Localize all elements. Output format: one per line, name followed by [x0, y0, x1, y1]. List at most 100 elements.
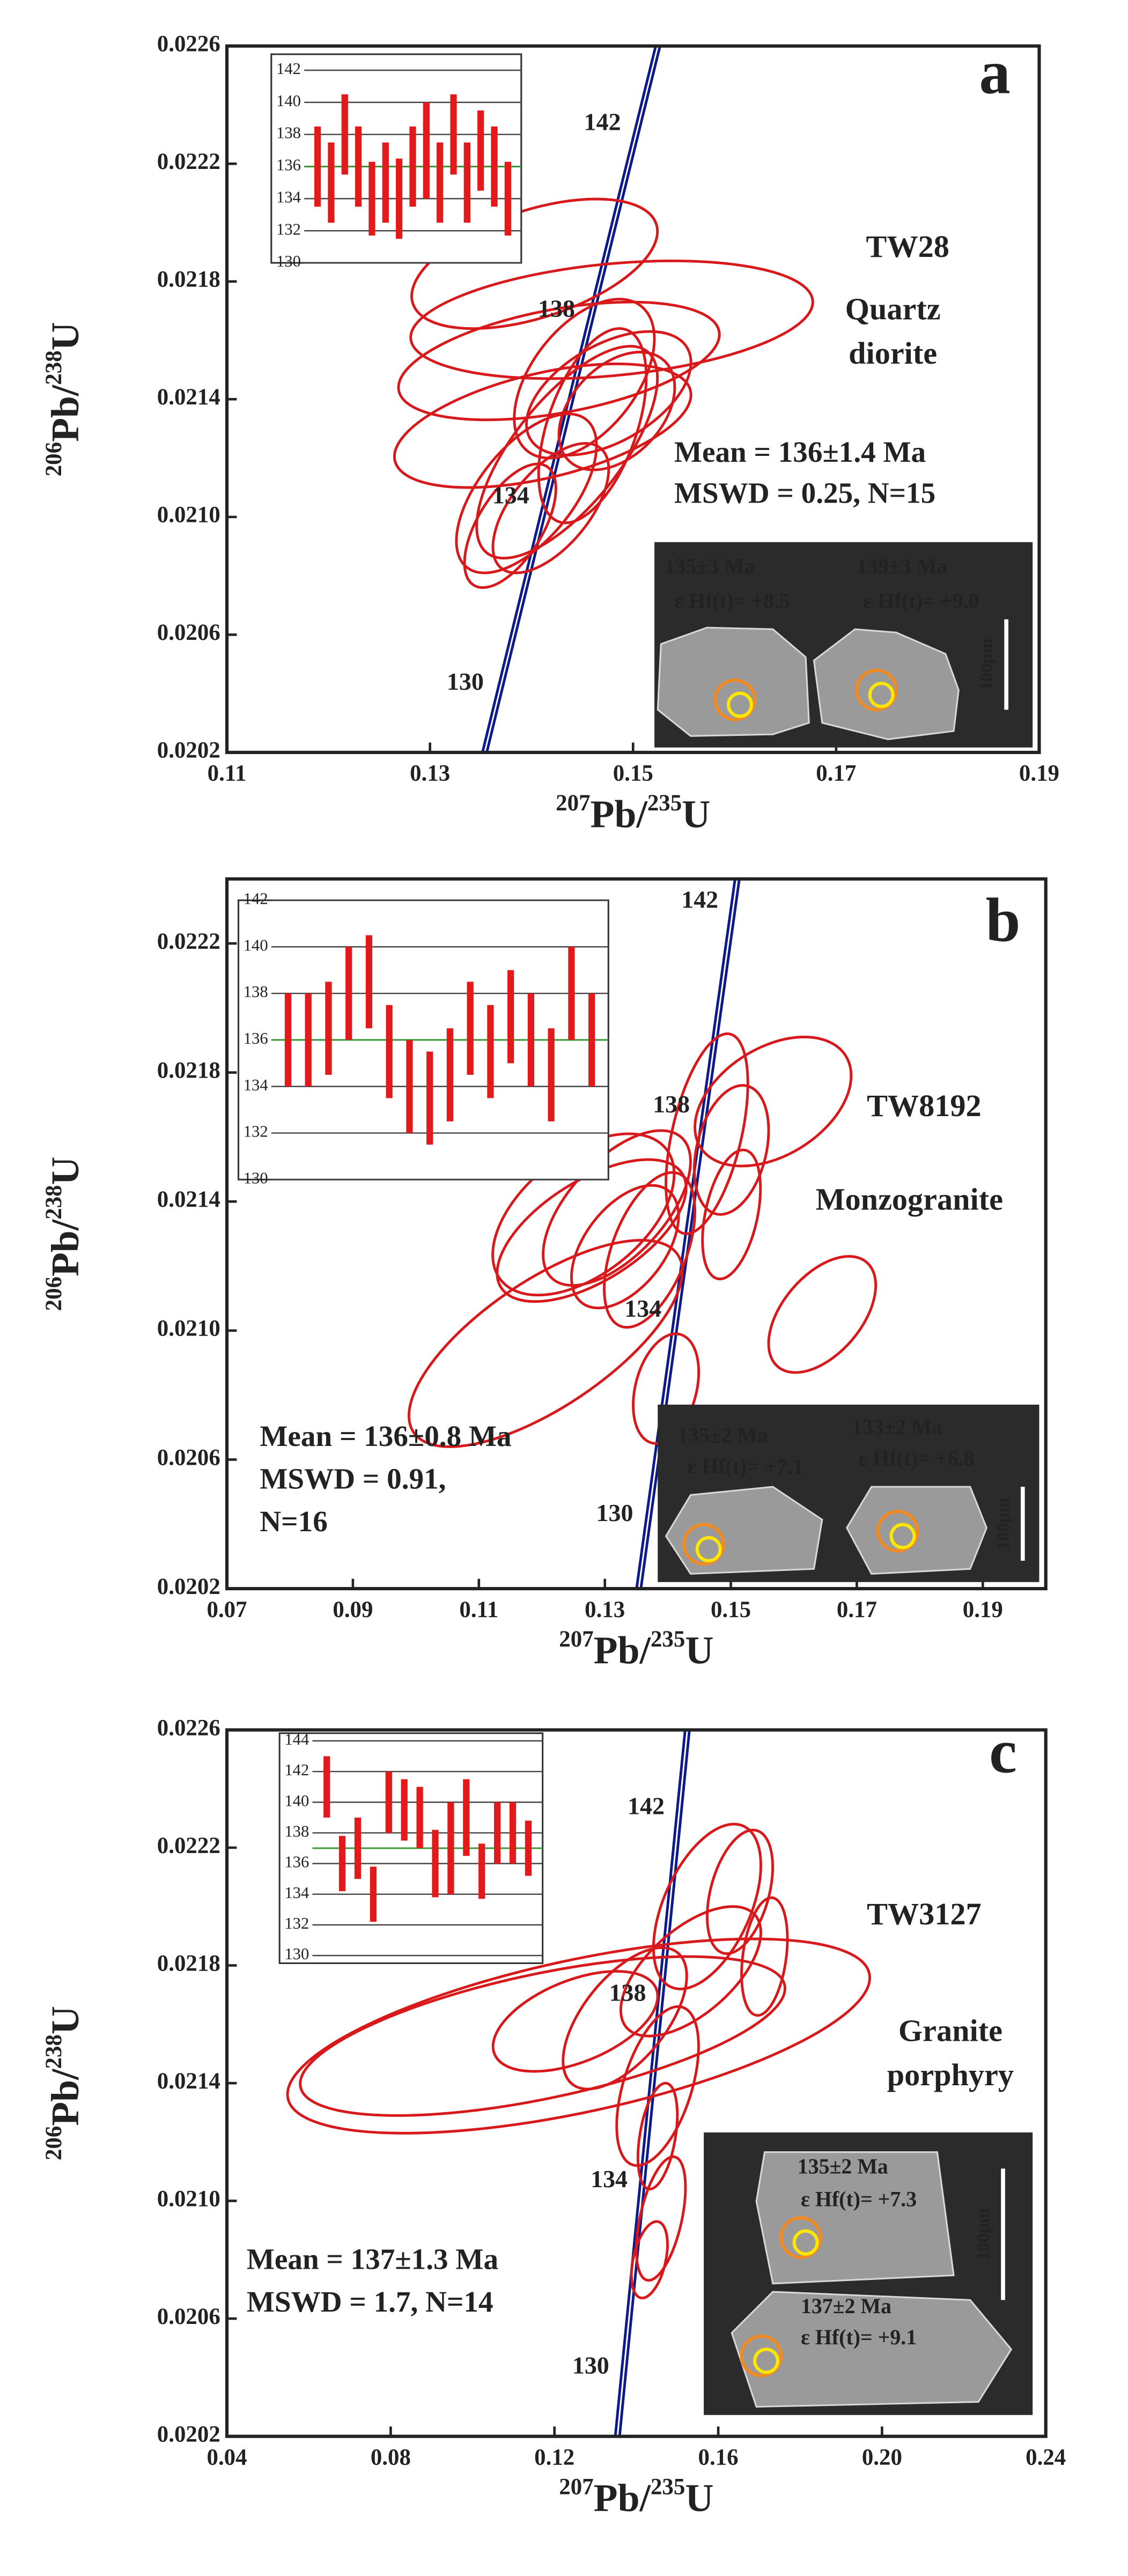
error-ellipse [299, 1955, 786, 2117]
error-ellipse [570, 1184, 680, 1310]
label-text: Pb/ [594, 2476, 652, 2520]
x-tick-label: 0.15 [711, 1597, 751, 1622]
x-tick-label: 0.11 [459, 1597, 498, 1622]
label-superscript: 238 [41, 350, 67, 385]
panel-letter: c [989, 1717, 1017, 1786]
plot-area [286, 1730, 871, 2437]
zircon-grain [665, 1486, 823, 1575]
inset-tick-label: 142 [284, 1761, 309, 1779]
concordia-age-label: 134 [591, 2165, 628, 2193]
panel: 0.07 0.09 0.11 0.13 0.15 0.17 0.19 0.0202 0.0206… [41, 877, 1048, 1672]
label-text: Pb/ [43, 2068, 87, 2126]
error-ellipse [513, 298, 656, 460]
inset-tick-label: 130 [276, 252, 301, 270]
inset-tick-label: 136 [276, 156, 301, 174]
inset-tick-label: 138 [276, 124, 301, 142]
inset-tick-label: 138 [284, 1822, 309, 1840]
spot-age: 135±3 Ma [665, 555, 755, 578]
y-tick-label: 0.0206 [157, 620, 220, 645]
x-tick-label: 0.11 [208, 761, 247, 786]
y-tick-label: 0.0202 [157, 1574, 220, 1599]
error-ellipse [496, 1158, 688, 1303]
concordia-curve [618, 1730, 691, 2437]
plot-area [393, 46, 814, 752]
label-superscript: 207 [559, 2475, 593, 2500]
label-superscript: 207 [559, 1627, 593, 1652]
x-tick-label: 0.19 [1019, 761, 1059, 786]
plot-area [407, 879, 878, 1589]
concordia-age-label: 142 [628, 1792, 665, 1819]
x-axis-label: 207Pb/235U [556, 791, 710, 836]
label-superscript: 238 [41, 2034, 67, 2069]
panel: 0.11 0.13 0.15 0.17 0.19 0.0202 0.0206 0.0210 0.… [41, 32, 1059, 836]
rock-type: Granite [898, 2013, 1002, 2048]
error-ellipse [615, 2005, 700, 2167]
y-axis-label: 206Pb/238U [41, 322, 87, 476]
x-tick-label: 0.13 [585, 1597, 625, 1622]
sample-name: TW8192 [867, 1088, 982, 1123]
concordia-age-label: 130 [447, 668, 484, 695]
concordia-age-label: 142 [584, 108, 621, 136]
error-ellipse [491, 442, 610, 574]
age-statistics: MSWD = 1.7, N=14 [247, 2285, 493, 2318]
y-tick-label: 0.0218 [157, 1951, 220, 1976]
y-tick-label: 0.0218 [157, 267, 220, 292]
rock-type: diorite [849, 336, 937, 371]
u-pb-spot [792, 2229, 819, 2256]
inset-tick-label: 144 [284, 1730, 309, 1748]
inset-tick-label: 140 [284, 1791, 309, 1810]
label-text: Pb/ [43, 384, 87, 442]
error-ellipse [562, 1946, 688, 2091]
error-ellipse [635, 2155, 687, 2282]
inset-tick-label: 140 [244, 936, 268, 954]
hf-spot [682, 1523, 725, 1566]
label-superscript: 207 [556, 791, 590, 816]
cl-image: 135±2 Ma ε Hf(t)= +7.3 137±2 Ma ε Hf(t)= +9… [704, 2132, 1033, 2415]
x-tick-label: 0.15 [613, 761, 653, 786]
y-tick-label: 0.0202 [157, 2422, 220, 2447]
spot-age: 133±2 Ma [852, 1415, 942, 1439]
u-pb-spot [753, 2348, 780, 2374]
x-tick-label: 0.13 [410, 761, 450, 786]
inset-tick-label: 134 [276, 188, 301, 206]
error-ellipse [407, 1238, 684, 1448]
u-pb-spot [726, 691, 754, 718]
y-tick-label: 0.0214 [157, 385, 220, 410]
hf-spot [713, 678, 757, 721]
error-ellipse [692, 1084, 770, 1216]
inset-tick-label: 142 [244, 890, 268, 908]
label-superscript: 206 [41, 2126, 67, 2160]
concordia-age-label: 130 [596, 1499, 633, 1526]
y-tick-label: 0.0214 [157, 1187, 220, 1212]
cl-image: 135±2 Ma ε Hf(t)= +7.1 133±2 Ma ε Hf(t)= +6… [658, 1404, 1039, 1582]
spot-hf: ε Hf(t)= +8.5 [674, 589, 790, 612]
plot-frame [225, 877, 1048, 1591]
x-tick-label: 0.20 [862, 2445, 902, 2470]
weighted-mean-inset: 130 132 134 136 138 140 142 144 [278, 1730, 544, 1964]
y-axis-label: 206Pb/238U [41, 2006, 87, 2160]
concordia-curve [485, 46, 662, 752]
rock-type: Monzogranite [816, 1182, 1003, 1217]
inset-tick-label: 130 [244, 1169, 268, 1187]
error-ellipse [632, 1332, 701, 1445]
x-tick-label: 0.17 [837, 1597, 877, 1622]
plot-frame [225, 44, 1041, 754]
rock-type: porphyry [887, 2057, 1014, 2092]
sample-name: TW28 [866, 229, 949, 264]
label-text: U [43, 1156, 87, 1185]
x-tick-label: 0.24 [1026, 2445, 1066, 2470]
hf-spot [876, 1510, 919, 1553]
age-statistics: Mean = 137±1.3 Ma [247, 2243, 498, 2276]
label-text: U [685, 2476, 713, 2520]
error-ellipse [740, 1896, 789, 2017]
error-ellipse [665, 1032, 749, 1235]
hf-spot [855, 668, 898, 712]
y-tick-label: 0.0226 [157, 1715, 220, 1740]
label-superscript: 235 [651, 2475, 685, 2500]
inset-tick-label: 132 [276, 220, 301, 238]
label-text: Pb/ [591, 792, 648, 836]
spot-age: 139±3 Ma [857, 555, 947, 578]
spot-age: 135±2 Ma [798, 2154, 888, 2178]
error-ellipse [603, 1171, 697, 1329]
